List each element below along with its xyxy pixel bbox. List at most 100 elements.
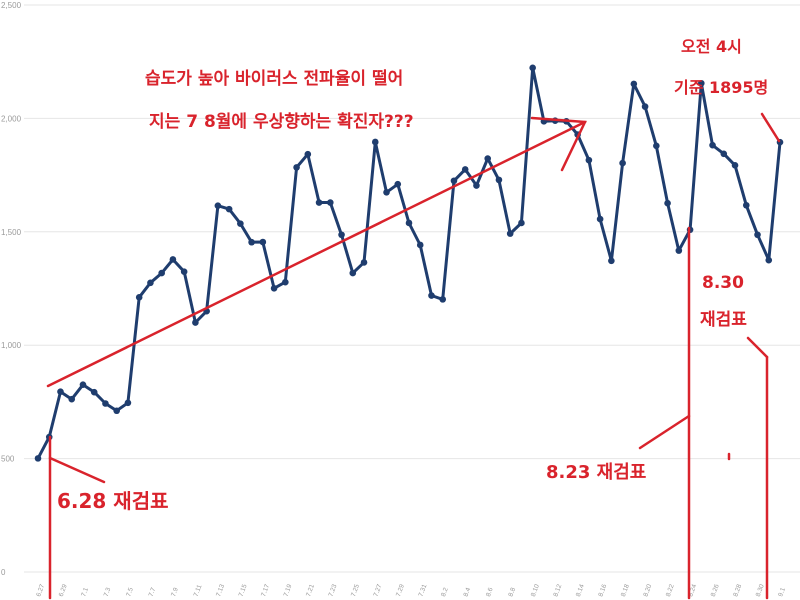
data-point [124,399,132,407]
data-point [90,388,98,396]
data-point [664,199,671,207]
x-tick-label: 8.30 [755,583,766,598]
data-point [518,219,525,227]
x-tick-label: 8.22 [665,583,676,598]
x-tick-label: 8.2 [440,586,450,597]
data-point [169,256,177,263]
y-tick-label: 1,000 [1,341,22,350]
data-point [360,259,368,266]
x-tick-label: 7.27 [373,583,384,598]
data-point [34,455,42,462]
data-point [315,199,323,206]
annotation-retest-0830-label: 재검표 [700,310,747,330]
data-point [608,257,615,265]
x-tick-label: 8.18 [620,583,631,598]
data-point [293,164,300,171]
data-point [158,269,165,277]
data-point [506,230,514,237]
data-point [338,231,345,239]
x-tick-label: 7.13 [215,583,226,598]
data-point [450,177,458,185]
x-tick-label: 7.3 [103,586,113,597]
data-point [383,189,390,196]
x-tick-label: 8.24 [687,583,698,598]
data-point [495,176,503,184]
x-tick-label: 6.29 [58,583,69,598]
annotation-main-line1: 습도가 높아 바이러스 전파율이 떨어 [145,69,403,89]
x-tick-label: 8.8 [507,586,517,597]
data-point [720,150,728,158]
data-point [248,238,255,246]
annotation-retest-0823: 8.23 재검표 [546,462,646,483]
data-point [304,150,312,158]
data-point [102,400,109,407]
data-point [327,199,334,206]
data-point [596,215,604,223]
data-point [371,138,379,146]
annotation-retest-0628: 6.28 재검표 [57,489,169,513]
y-tick-label: 2,500 [1,1,22,10]
x-tick-label: 7.23 [328,583,339,598]
x-tick-label: 8.10 [530,583,541,598]
data-point [192,319,199,326]
data-point [394,180,402,188]
x-tick-label: 8.28 [732,583,743,598]
data-point [57,388,64,395]
x-tick-label: 7.5 [125,586,135,597]
data-point [416,241,424,249]
data-point [630,80,638,88]
trend-arrow-head [530,116,587,172]
data-point [180,268,188,276]
y-tick-label: 2,000 [1,114,22,123]
x-tick-label: 8.12 [552,583,563,598]
series-points [34,64,784,462]
data-point [742,201,750,209]
marker-time-leader [760,112,781,143]
x-tick-label: 7.29 [395,583,406,598]
data-point [79,381,87,388]
data-point [698,79,705,87]
annotation-time-line1: 오전 4시 [681,37,742,56]
data-point [675,247,683,254]
data-point [113,407,120,415]
x-tick-label: 7.9 [170,586,180,597]
x-tick-label: 8.26 [710,583,721,598]
data-point [461,166,469,173]
data-point [529,64,536,72]
data-point [259,238,267,246]
x-tick-label: 7.17 [260,583,271,598]
data-point [754,231,761,239]
data-point [405,219,413,227]
trend-arrow-line [46,120,587,388]
x-tick-label: 8.4 [463,586,473,597]
data-point [349,269,357,277]
x-tick-label: 8.20 [642,583,653,598]
annotation-retest-0830-date: 8.30 [702,273,744,293]
data-point [270,284,278,292]
data-point [484,155,491,162]
x-tick-label: 7.21 [305,583,316,598]
data-point [709,141,716,149]
x-tick-label: 7.11 [193,583,204,597]
y-axis-ticks: 0 500 1,000 1,500 2,000 2,500 [1,1,22,577]
y-tick-label: 0 [1,568,6,577]
data-point [225,205,233,213]
x-axis-ticks: 6.27 6.29 7.1 7.3 7.5 7.7 7.9 7.11 7.13 7.15 7.17 7… [35,583,787,598]
marker-0830-leader [746,336,769,359]
x-tick-label: 7.7 [148,586,158,597]
data-point [282,278,289,286]
data-point [147,279,154,287]
x-tick-label: 7.15 [238,583,249,598]
x-tick-label: 9.1 [777,586,787,597]
data-point [765,256,773,264]
data-point [428,292,435,299]
marker-0628-leader [48,456,106,484]
x-tick-label: 7.19 [283,583,294,598]
x-tick-label: 8.6 [485,586,495,597]
data-point [731,162,739,169]
data-point [653,142,660,150]
data-point [214,202,222,210]
data-point [619,159,626,167]
x-tick-label: 7.31 [418,583,429,598]
